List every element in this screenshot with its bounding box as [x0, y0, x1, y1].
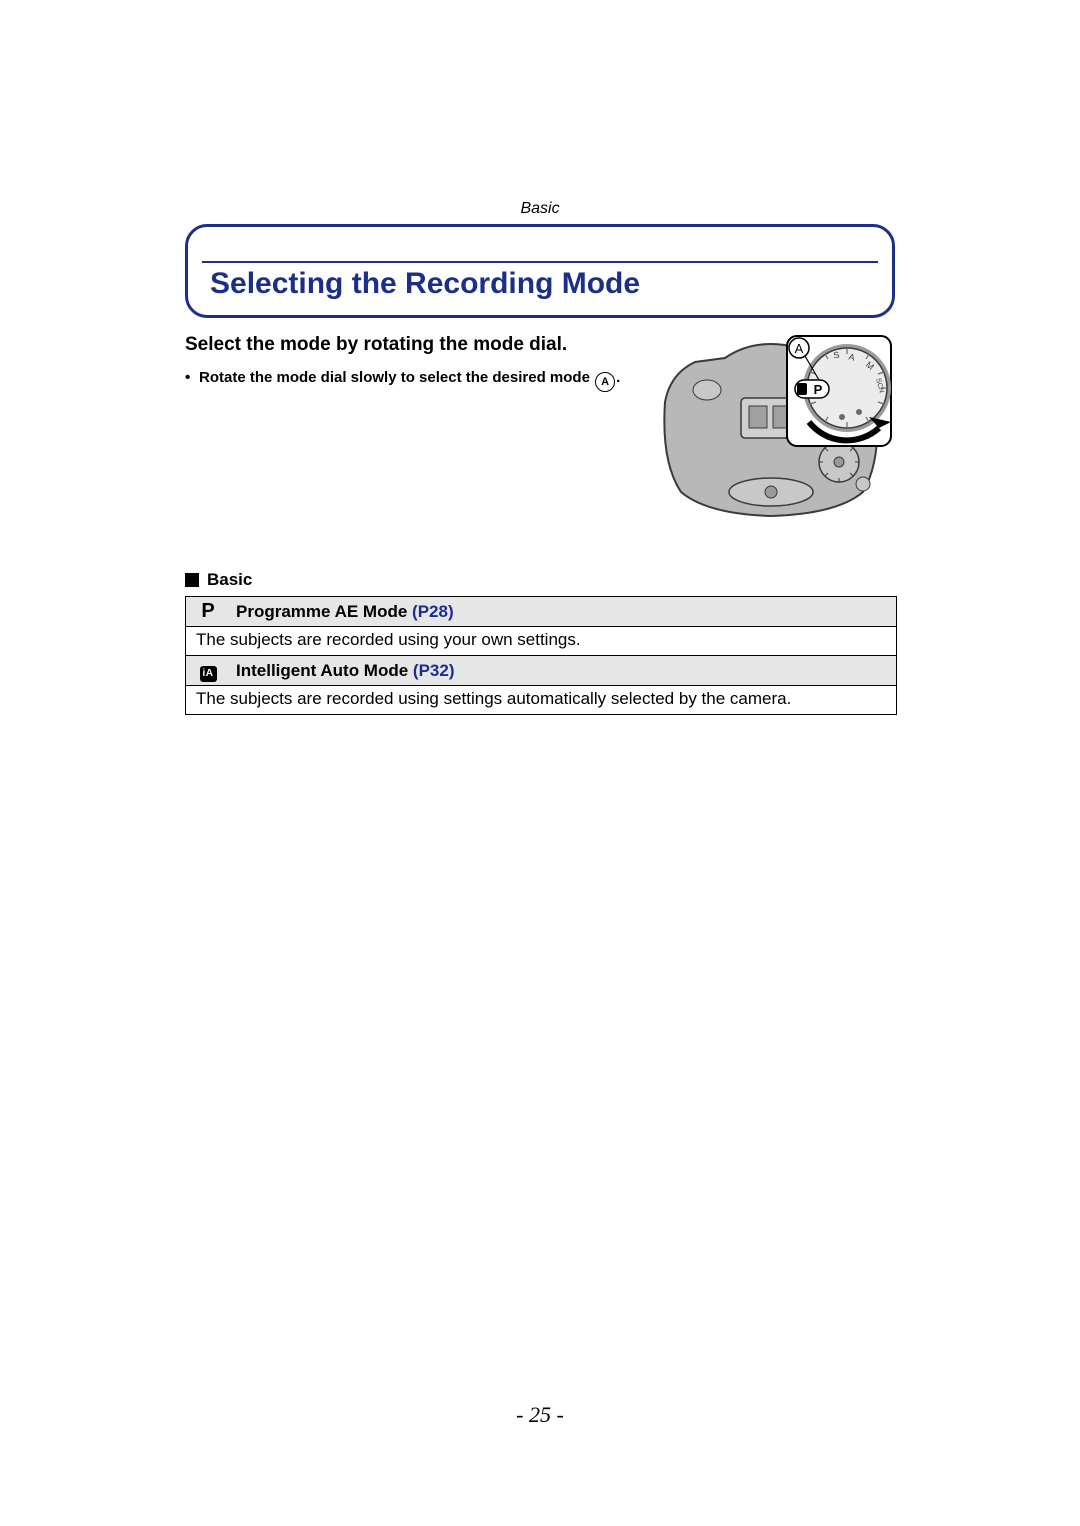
mode-description: The subjects are recorded using your own… [186, 626, 896, 655]
bullet-marker-icon: • [185, 368, 199, 392]
instruction-bullet: • Rotate the mode dial slowly to select … [185, 368, 629, 392]
title-box: Selecting the Recording Mode [185, 224, 895, 318]
instruction-heading: Select the mode by rotating the mode dia… [185, 332, 629, 358]
page-ref-link[interactable]: (P32) [413, 661, 455, 680]
mode-icon-ia: iA [194, 659, 222, 682]
mode-icon-p: P [194, 600, 222, 623]
page-ref-link[interactable]: (P28) [412, 602, 454, 621]
mode-title: Programme AE Mode (P28) [236, 602, 454, 622]
instruction-suffix: . [616, 369, 620, 386]
instruction-prefix: Rotate the mode dial slowly to select th… [199, 369, 594, 386]
svg-text:A: A [795, 341, 804, 356]
square-marker-icon [185, 573, 199, 587]
camera-illustration: P A S M SCN A [647, 332, 895, 522]
section-label: Basic [185, 200, 895, 218]
basic-section-header: Basic [185, 570, 895, 590]
mode-row-header: P Programme AE Mode (P28) [186, 597, 896, 626]
callout-letter-a-icon: A [595, 372, 615, 392]
basic-section-label: Basic [207, 570, 252, 590]
mode-table: P Programme AE Mode (P28) The subjects a… [185, 596, 897, 715]
page-number: - 25 - [0, 1402, 1080, 1428]
mode-title: Intelligent Auto Mode (P32) [236, 661, 454, 681]
instruction-text: Rotate the mode dial slowly to select th… [199, 368, 629, 392]
page-title: Selecting the Recording Mode [210, 267, 870, 301]
svg-text:P: P [814, 382, 823, 397]
mode-dial-callout-icon: P A S M SCN A [787, 336, 891, 446]
mode-row-header: iA Intelligent Auto Mode (P32) [186, 655, 896, 685]
mode-description: The subjects are recorded using settings… [186, 685, 896, 714]
